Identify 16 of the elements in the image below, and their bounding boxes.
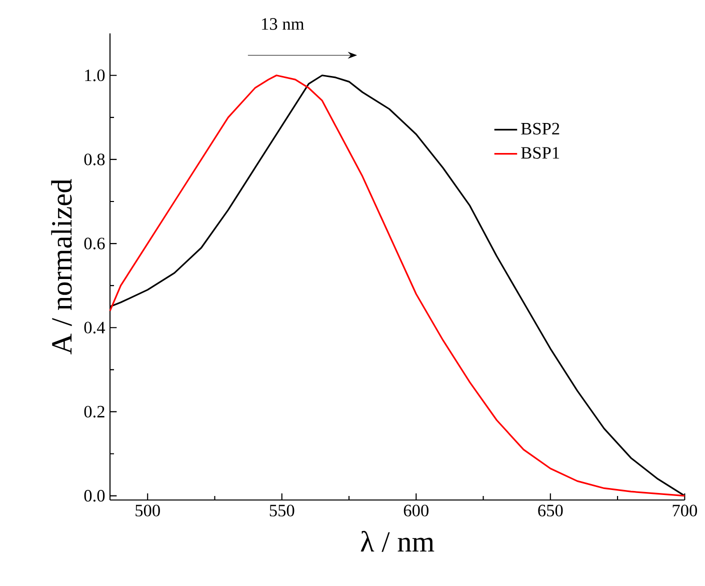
legend-label: BSP2 xyxy=(521,122,560,135)
x-tick-label: 600 xyxy=(404,504,428,516)
y-tick-label: 0.2 xyxy=(84,406,104,418)
y-tick-label: 0.8 xyxy=(84,154,105,166)
text: 13 nm xyxy=(262,18,304,30)
x-axis-title: λ / nm xyxy=(360,530,434,552)
y-tick-label: 1.0 xyxy=(85,69,105,82)
legend-label: BSP1 xyxy=(521,147,560,159)
y-tick-label: 0.0 xyxy=(84,490,105,502)
y-tick-label: 0.4 xyxy=(84,322,106,334)
x-tick-label: 650 xyxy=(538,504,563,516)
x-tick-label: 700 xyxy=(672,504,698,516)
x-tick-label: 550 xyxy=(270,504,294,516)
y-axis-title: A / normalized xyxy=(51,179,72,354)
x-tick-label: 500 xyxy=(136,504,160,516)
y-tick-label: 0.6 xyxy=(84,238,105,250)
